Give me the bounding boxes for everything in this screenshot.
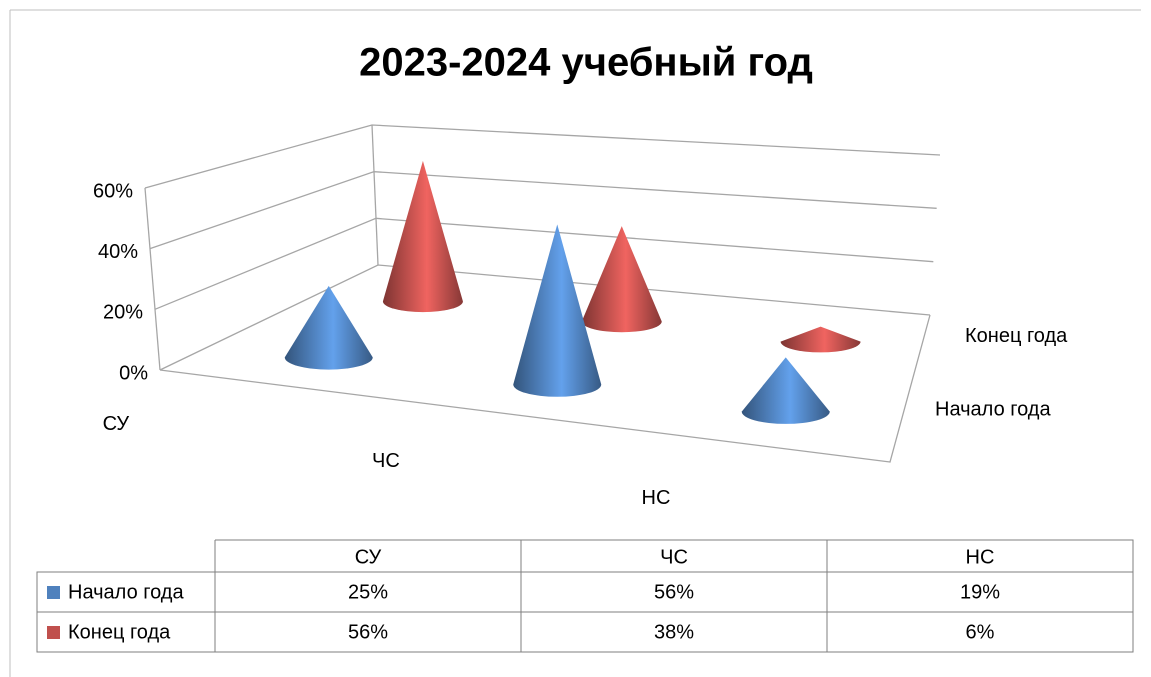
legend-label: Начало года [68,581,184,603]
table-cell: 56% [654,581,694,603]
y-tick-label: 20% [103,302,143,324]
grid-line [144,124,941,189]
y-tick-label: 40% [98,241,138,263]
y-tick-label: 60% [93,180,133,202]
table-header: НС [966,546,995,568]
table-cell: 25% [348,581,388,603]
depth-label: Конец года [965,325,1068,347]
table-header: СУ [355,546,382,568]
cone [284,285,373,370]
legend-label: Конец года [68,621,171,643]
wall-edge [371,124,379,266]
cone [513,224,602,397]
x-tick-label: ЧС [372,450,400,472]
cone [780,326,861,353]
x-tick-label: СУ [103,413,130,435]
cone [741,357,830,424]
table-cell: 19% [960,581,1000,603]
table-header: ЧС [660,546,688,568]
table-border [36,539,1134,653]
y-tick-label: 0% [119,362,148,384]
depth-label: Начало года [935,399,1051,421]
table-cell: 38% [654,621,694,643]
legend-swatch [47,586,60,599]
floor [159,314,931,463]
table-cell: 56% [348,621,388,643]
grid-line [149,171,937,250]
table-cell: 6% [966,621,995,643]
chart-title: 2023-2024 учебный год [359,41,813,85]
x-tick-label: НС [642,487,671,509]
cone [382,160,463,313]
cone [581,226,662,333]
legend-swatch [47,626,60,639]
wall-edge [144,187,161,371]
